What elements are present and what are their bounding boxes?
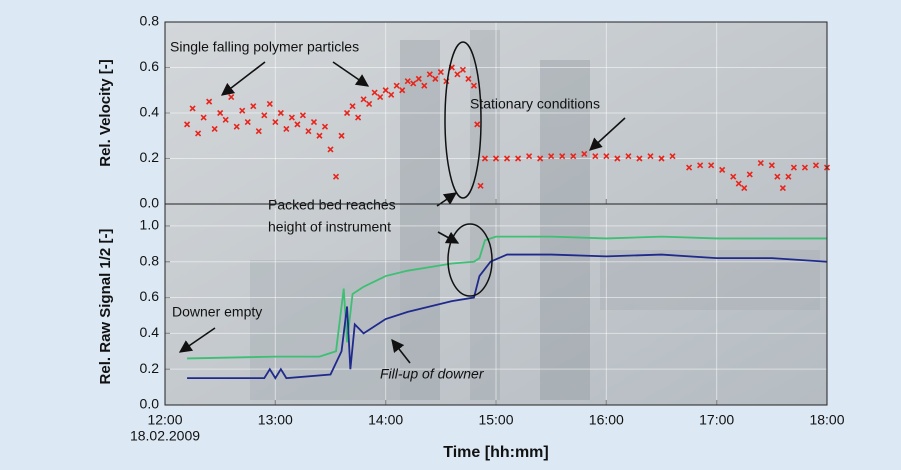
y-tick-label: 0.8 <box>140 13 160 29</box>
x-tick-label: 17:00 <box>699 412 734 428</box>
y-tick-label: 1.0 <box>140 217 160 233</box>
annotation: Single falling polymer particles <box>170 39 359 55</box>
y-tick-label: 0.6 <box>140 288 160 304</box>
y-tick-label: 0.0 <box>140 396 160 412</box>
y-tick-label: 0.8 <box>140 252 160 268</box>
annotation: Fill-up of downer <box>380 366 485 382</box>
x-tick-label: 14:00 <box>368 412 403 428</box>
x-tick-label: 12:00 <box>147 412 182 428</box>
chart: 0.0 0.2 0.4 0.6 0.8 Rel. Velocity [-] Single f… <box>0 0 901 470</box>
y-axis-label: Rel. Velocity [-] <box>97 59 114 167</box>
y-tick-label: 0.6 <box>140 58 160 74</box>
x-date-label: 18.02.2009 <box>130 428 200 444</box>
x-tick-label: 18:00 <box>809 412 844 428</box>
y-tick-label: 0.2 <box>140 149 160 165</box>
x-tick-label: 16:00 <box>589 412 624 428</box>
y-tick-label: 0.4 <box>140 104 160 120</box>
annotation: Packed bed reaches <box>268 197 396 213</box>
annotation: height of instrument <box>268 219 391 235</box>
y-tick-label: 0.4 <box>140 324 160 340</box>
y-tick-label: 0.0 <box>140 195 160 211</box>
y-axis-label: Rel. Raw Signal 1/2 [-] <box>97 229 114 385</box>
annotation: Downer empty <box>172 304 262 320</box>
x-axis-label: Time [hh:mm] <box>443 444 548 461</box>
x-tick-label: 15:00 <box>478 412 513 428</box>
page: {"chart_data": [ {"type": "scatter", "y_… <box>0 0 901 470</box>
x-tick-label: 13:00 <box>258 412 293 428</box>
annotation: Stationary conditions <box>470 96 600 112</box>
y-tick-label: 0.2 <box>140 360 160 376</box>
